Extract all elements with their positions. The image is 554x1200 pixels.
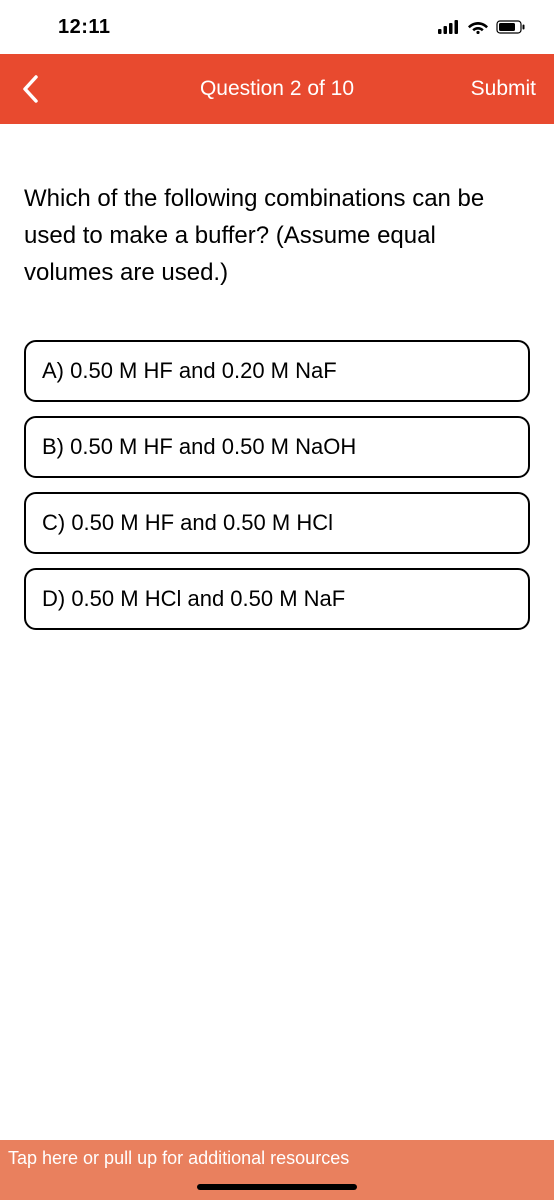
- submit-button[interactable]: Submit: [471, 77, 536, 101]
- home-indicator[interactable]: [197, 1184, 357, 1190]
- resources-footer[interactable]: Tap here or pull up for additional resou…: [0, 1140, 554, 1200]
- status-icons: [438, 20, 526, 34]
- content-area: Which of the following combinations can …: [0, 124, 554, 630]
- option-b[interactable]: B) 0.50 M HF and 0.50 M NaOH: [24, 416, 530, 478]
- wifi-icon: [468, 20, 488, 34]
- question-text: Which of the following combinations can …: [24, 180, 530, 292]
- status-time: 12:11: [58, 16, 111, 39]
- nav-bar: Question 2 of 10 Submit: [0, 54, 554, 124]
- chevron-left-icon: [21, 74, 39, 104]
- battery-icon: [496, 20, 526, 34]
- footer-text: Tap here or pull up for additional resou…: [8, 1148, 349, 1169]
- options-list: A) 0.50 M HF and 0.20 M NaF B) 0.50 M HF…: [24, 340, 530, 630]
- option-c[interactable]: C) 0.50 M HF and 0.50 M HCl: [24, 492, 530, 554]
- option-a[interactable]: A) 0.50 M HF and 0.20 M NaF: [24, 340, 530, 402]
- back-button[interactable]: [0, 54, 60, 124]
- option-d[interactable]: D) 0.50 M HCl and 0.50 M NaF: [24, 568, 530, 630]
- signal-icon: [438, 20, 460, 34]
- status-bar: 12:11: [0, 0, 554, 54]
